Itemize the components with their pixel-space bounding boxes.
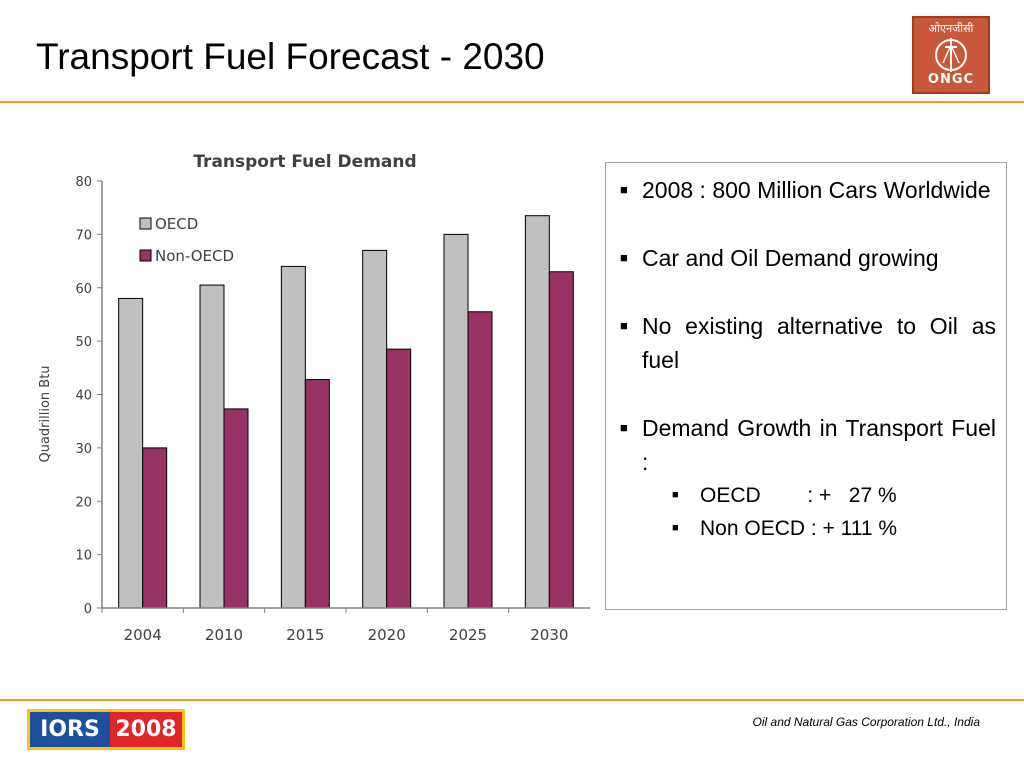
bar-non-oecd-2004 — [142, 447, 168, 609]
iors-logo-year: 2008 — [110, 712, 182, 747]
iors-2008-logo: IORS 2008 — [27, 709, 185, 750]
bullet-item: ■ 2008 : 800 Million Cars Worldwide — [618, 173, 996, 207]
y-tick-label: 60 — [75, 282, 92, 297]
bar-non-oecd-2015 — [304, 379, 330, 609]
bullet-item: ■ Car and Oil Demand growing — [618, 241, 996, 275]
y-tick-label: 70 — [75, 228, 92, 243]
header-divider — [0, 101, 1024, 103]
legend-swatch — [139, 217, 152, 230]
slide-title: Transport Fuel Forecast - 2030 — [36, 36, 545, 77]
transport-fuel-demand-chart: Transport Fuel Demand Quadrillion Btu OE… — [38, 152, 590, 644]
bullet-item: ■ Demand Growth in Transport Fuel : ■ OECD … — [618, 411, 996, 545]
y-tick-label: 40 — [75, 389, 92, 404]
ongc-logo: ओएनजीसी ONGC — [912, 16, 990, 94]
key-points-box: ■ 2008 : 800 Million Cars Worldwide ■ Car a… — [605, 162, 1007, 610]
bullet-text: Car and Oil Demand growing — [642, 245, 939, 271]
x-tick-label: 2030 — [530, 626, 568, 644]
bar-non-oecd-2025 — [467, 311, 493, 609]
bullet-square-icon: ■ — [620, 250, 628, 265]
sub-bullet-item: ■ OECD : + 27 % — [642, 479, 996, 512]
ongc-logo-hindi: ओएनजीसी — [928, 22, 974, 35]
ongc-logo-brand: ONGC — [927, 72, 975, 87]
bar-oecd-2025 — [443, 233, 469, 609]
sub-bullet-list: ■ OECD : + 27 % ■ Non OECD : + 111 % — [642, 479, 996, 545]
bullet-square-icon: ■ — [620, 318, 628, 333]
bullet-square-icon: ■ — [620, 420, 628, 435]
x-tick-label: 2025 — [449, 626, 487, 644]
bullet-text: No existing alternative to Oil as fuel — [642, 313, 996, 373]
bar-non-oecd-2010 — [223, 408, 249, 609]
bullet-list: ■ 2008 : 800 Million Cars Worldwide ■ Car a… — [618, 173, 996, 545]
chart-title: Transport Fuel Demand — [193, 152, 416, 172]
bar-oecd-2020 — [362, 249, 388, 609]
y-tick-label: 50 — [75, 335, 92, 350]
sub-bullet-text: OECD : + 27 % — [700, 484, 897, 507]
footer-divider — [0, 699, 1024, 701]
y-tick-label: 0 — [84, 602, 92, 617]
x-tick-label: 2004 — [124, 626, 162, 644]
bar-oecd-2010 — [199, 284, 225, 609]
legend-swatch — [139, 249, 152, 262]
x-tick-label: 2015 — [286, 626, 324, 644]
iors-logo-text: IORS — [30, 712, 110, 747]
ongc-emblem-icon — [914, 35, 988, 79]
bar-oecd-2030 — [524, 215, 550, 609]
bullet-square-icon: ■ — [620, 182, 628, 197]
legend-label: OECD — [155, 215, 198, 233]
sub-bullet-square-icon: ■ — [672, 522, 679, 534]
sub-bullet-square-icon: ■ — [672, 489, 679, 501]
chart-legend: OECD Non-OECD — [139, 215, 234, 265]
sub-bullet-text: Non OECD : + 111 % — [700, 517, 898, 540]
y-axis-label: Quadrillion Btu — [38, 365, 53, 462]
bullet-text: Demand Growth in Transport Fuel : — [642, 415, 996, 475]
bullet-item: ■ No existing alternative to Oil as fuel — [618, 309, 996, 377]
bar-non-oecd-2020 — [386, 348, 412, 609]
y-tick-label: 30 — [75, 442, 92, 457]
footer-credit: Oil and Natural Gas Corporation Ltd., In… — [752, 715, 980, 729]
bar-non-oecd-2030 — [548, 271, 574, 609]
y-tick-label: 20 — [75, 495, 92, 510]
x-tick-label: 2010 — [205, 626, 243, 644]
legend-label: Non-OECD — [155, 247, 234, 265]
y-tick-label: 80 — [75, 175, 92, 190]
y-tick-label: 10 — [75, 549, 92, 564]
bullet-text: 2008 : 800 Million Cars Worldwide — [642, 177, 991, 203]
x-tick-label: 2020 — [368, 626, 406, 644]
bar-oecd-2015 — [280, 265, 306, 609]
bar-oecd-2004 — [118, 297, 144, 609]
sub-bullet-item: ■ Non OECD : + 111 % — [642, 512, 996, 545]
